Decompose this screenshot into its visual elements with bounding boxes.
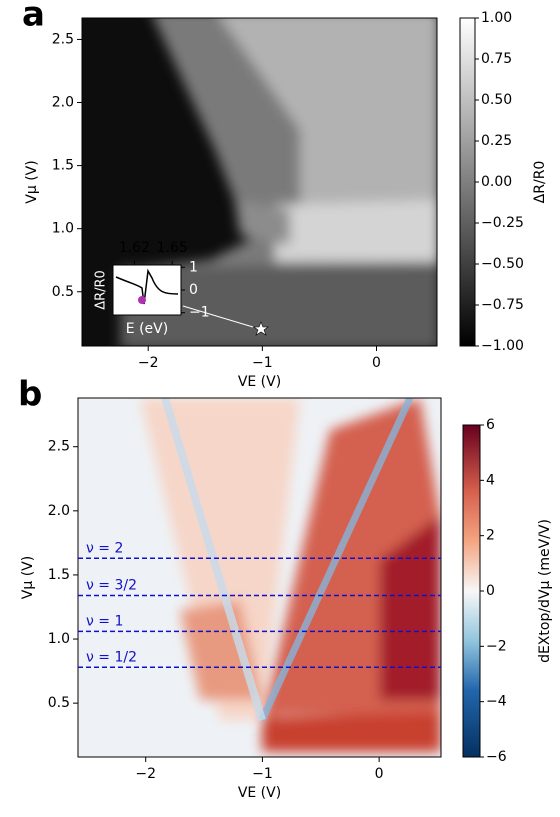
colorbar-tick-label: −2 — [486, 638, 507, 654]
y-tick-label: 0.5 — [48, 695, 70, 711]
colorbar-tick-label: 0.75 — [481, 51, 512, 67]
inset-y-tick-label: 1 — [189, 259, 198, 275]
line-label: ν = 2 — [86, 540, 123, 556]
inset-y-tick-label: 0 — [189, 282, 198, 298]
y-axis-label: Vμ (V) — [24, 160, 40, 203]
colorbar-tick-label: 0.00 — [481, 174, 512, 190]
inset-x-label: E (eV) — [126, 321, 168, 337]
arrow — [182, 305, 254, 328]
y-axis-label: Vμ (V) — [20, 556, 36, 599]
panel-label: b — [18, 375, 42, 415]
colorbar-b — [462, 424, 481, 758]
colorbar-tick-label: −0.50 — [481, 256, 524, 272]
colorbar-a — [459, 17, 476, 347]
colorbar-tick-label: 2 — [486, 528, 495, 544]
colorbar-tick-label: 4 — [486, 472, 495, 488]
inset-frame — [112, 264, 182, 316]
plot-frame — [81, 17, 438, 347]
line-label: ν = 3/2 — [86, 577, 137, 593]
inset-y-label: ΔR/R0 — [94, 270, 109, 310]
y-tick-label: 1.5 — [52, 158, 74, 174]
x-tick-label: 0 — [372, 355, 381, 371]
colorbar-tick-label: 6 — [486, 417, 495, 433]
line-label: ν = 1/2 — [86, 649, 137, 665]
panel-label: a — [22, 0, 45, 35]
y-tick-label: 2.0 — [52, 95, 74, 111]
inset-y-tick-label: −1 — [189, 305, 210, 321]
colorbar-tick-label: 0.25 — [481, 133, 512, 149]
y-tick-label: 1.5 — [48, 567, 70, 583]
colorbar-tick-label: −1.00 — [481, 338, 524, 354]
y-tick-label: 2.0 — [48, 503, 70, 519]
inset-x-tick-label: 1.62 — [119, 240, 150, 256]
colorbar-tick-label: 0 — [486, 583, 495, 599]
colorbar-tick-label: 1.00 — [481, 10, 512, 26]
x-tick-label: −1 — [252, 355, 273, 371]
heatmap-a — [82, 18, 437, 346]
inset-curve — [115, 268, 179, 305]
y-tick-label: 1.0 — [48, 631, 70, 647]
y-tick-label: 2.5 — [52, 31, 74, 47]
colorbar-tick-label: −0.25 — [481, 215, 524, 231]
inset-marker — [138, 296, 146, 304]
colorbar-tick-label: −0.75 — [481, 297, 524, 313]
x-axis-label: VE (V) — [238, 785, 281, 801]
x-tick-label: −1 — [252, 766, 273, 782]
heatmap-b — [78, 398, 441, 757]
y-tick-label: 0.5 — [52, 284, 74, 300]
x-tick-label: 0 — [375, 766, 384, 782]
y-tick-label: 2.5 — [48, 439, 70, 455]
colorbar-label: dEXtop/dVμ (meV/V) — [537, 519, 553, 663]
x-axis-label: VE (V) — [238, 374, 281, 390]
colorbar-label: ΔR/R0 — [532, 161, 548, 204]
y-tick-label: 1.0 — [52, 221, 74, 237]
colorbar-tick-label: −6 — [486, 749, 507, 765]
x-tick-label: −2 — [138, 355, 159, 371]
colorbar-tick-label: −4 — [486, 694, 507, 710]
inset-x-tick-label: 1.65 — [157, 240, 188, 256]
colorbar-tick-label: 0.50 — [481, 92, 512, 108]
plot-frame — [77, 397, 442, 758]
x-tick-label: −2 — [135, 766, 156, 782]
line-label: ν = 1 — [86, 613, 123, 629]
